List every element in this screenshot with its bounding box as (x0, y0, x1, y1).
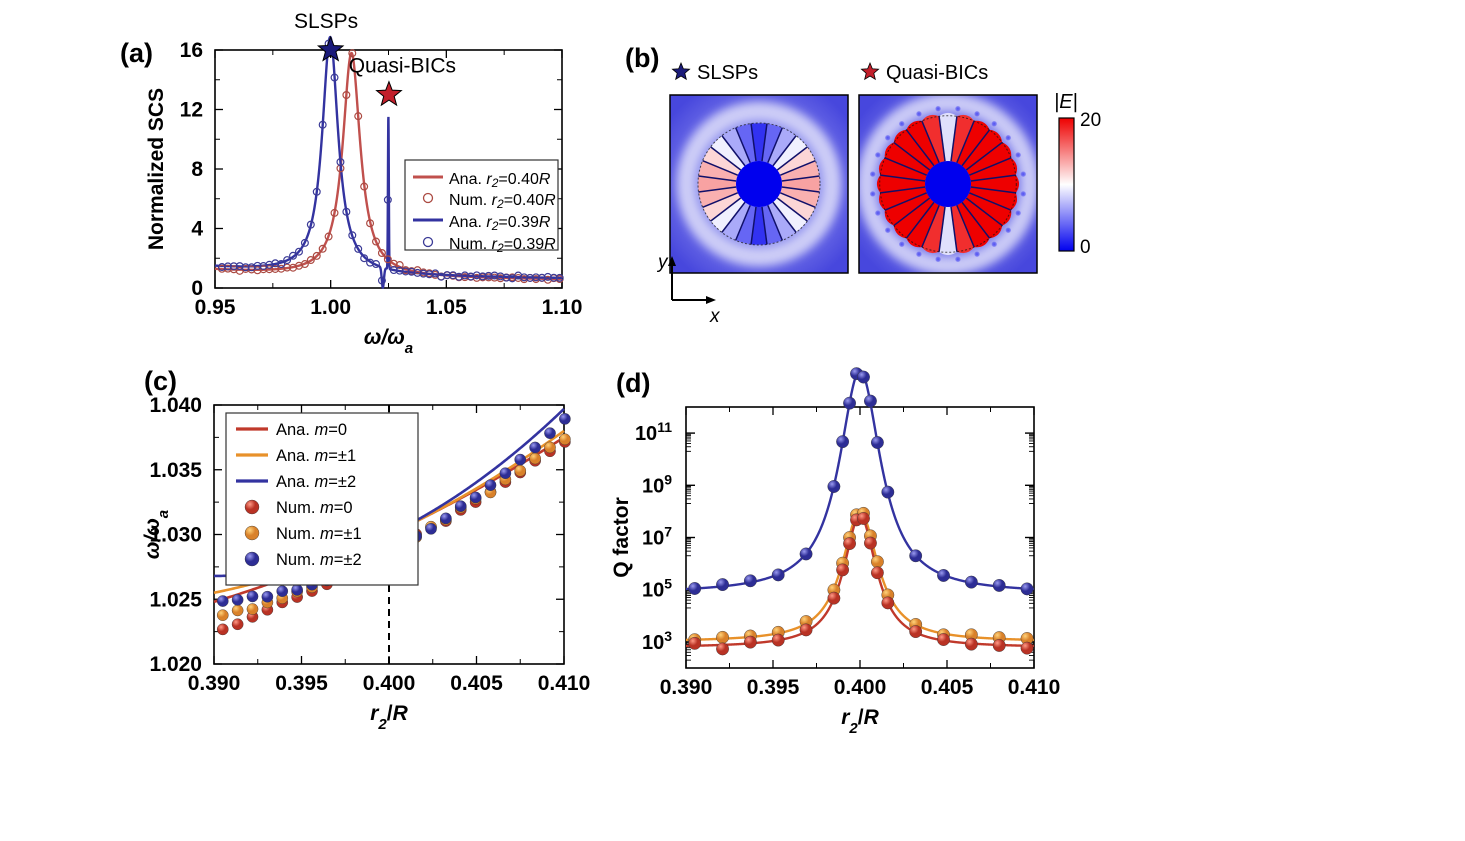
svg-text:109: 109 (642, 471, 672, 497)
svg-text:Ana. m=0: Ana. m=0 (276, 421, 347, 439)
svg-text:(d): (d) (616, 368, 650, 398)
svg-text:SLSPs: SLSPs (697, 62, 758, 84)
svg-text:0.395: 0.395 (747, 676, 800, 699)
svg-text:107: 107 (642, 524, 672, 550)
svg-text:20: 20 (1080, 110, 1101, 131)
svg-text:Ana. r2=0.40R: Ana. r2=0.40R (449, 171, 551, 190)
svg-text:Ana. m=±1: Ana. m=±1 (276, 447, 356, 465)
svg-text:0: 0 (191, 277, 203, 300)
svg-text:0.410: 0.410 (1008, 676, 1061, 699)
svg-text:Quasi-BICs: Quasi-BICs (886, 62, 988, 84)
svg-text:103: 103 (642, 628, 672, 654)
svg-text:4: 4 (191, 218, 203, 241)
svg-text:(a): (a) (120, 38, 153, 68)
svg-text:r2/R: r2/R (370, 702, 408, 733)
svg-text:12: 12 (180, 99, 203, 122)
svg-text:|E|: |E| (1054, 91, 1078, 113)
svg-text:0.405: 0.405 (921, 676, 974, 699)
svg-text:105: 105 (642, 576, 672, 602)
svg-text:1.05: 1.05 (426, 296, 467, 319)
svg-text:x: x (709, 306, 721, 327)
svg-text:0.395: 0.395 (275, 672, 328, 695)
svg-text:1011: 1011 (635, 419, 672, 445)
svg-text:Q factor: Q factor (610, 497, 633, 578)
svg-text:Num. m=±1: Num. m=±1 (276, 525, 362, 543)
svg-text:ω/ωa: ω/ωa (364, 326, 413, 357)
svg-text:1.10: 1.10 (542, 296, 583, 319)
svg-text:1.035: 1.035 (149, 459, 202, 482)
svg-text:1.040: 1.040 (149, 394, 202, 417)
svg-text:16: 16 (180, 39, 203, 62)
svg-text:0.410: 0.410 (538, 672, 591, 695)
svg-text:y: y (656, 252, 669, 273)
svg-text:0.400: 0.400 (363, 672, 416, 695)
svg-text:1.025: 1.025 (149, 588, 202, 611)
svg-text:1.020: 1.020 (149, 653, 202, 676)
svg-text:0.405: 0.405 (450, 672, 503, 695)
svg-text:r2/R: r2/R (841, 706, 879, 737)
svg-text:SLSPs: SLSPs (294, 10, 358, 33)
svg-text:Num. m=0: Num. m=0 (276, 499, 353, 517)
svg-text:Normalized SCS: Normalized SCS (145, 88, 168, 250)
svg-text:Num. m=±2: Num. m=±2 (276, 551, 362, 569)
svg-text:0: 0 (1080, 237, 1091, 258)
svg-text:Ana. r2=0.39R: Ana. r2=0.39R (449, 214, 551, 233)
svg-text:(b): (b) (625, 43, 659, 73)
svg-text:(c): (c) (144, 366, 177, 396)
svg-text:1.00: 1.00 (310, 296, 351, 319)
svg-text:0.400: 0.400 (834, 676, 887, 699)
svg-text:Ana. m=±2: Ana. m=±2 (276, 473, 356, 491)
svg-text:8: 8 (191, 158, 203, 181)
svg-text:Quasi-BICs: Quasi-BICs (349, 55, 456, 78)
svg-text:0.390: 0.390 (660, 676, 713, 699)
